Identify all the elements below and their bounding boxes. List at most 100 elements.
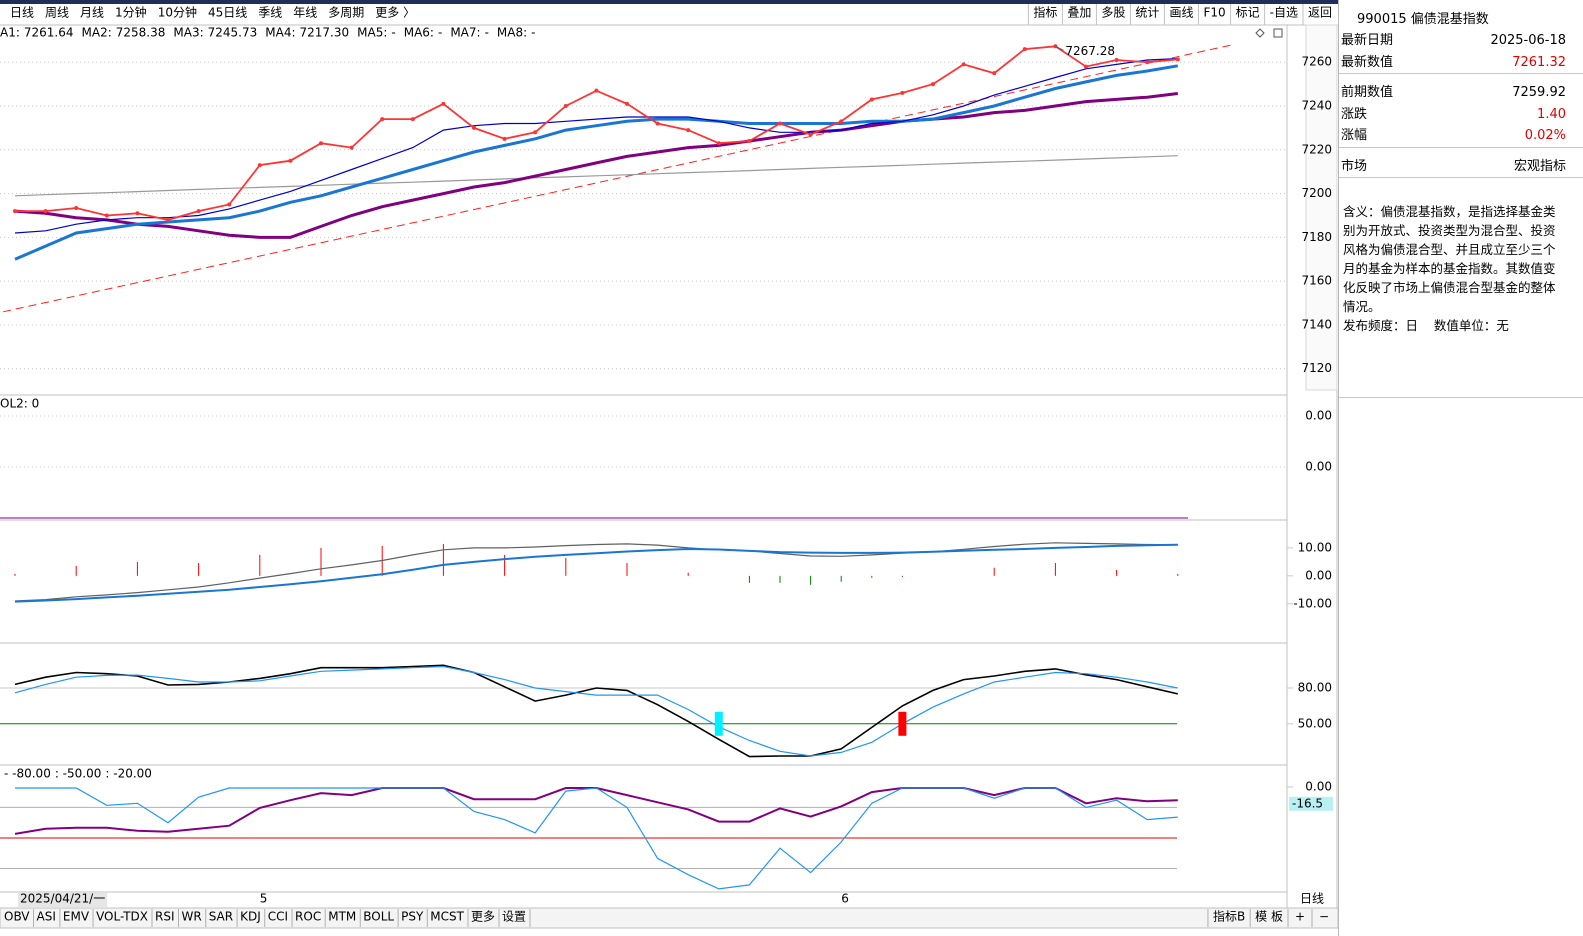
series-line <box>14 155 1178 197</box>
tab-bar <box>0 907 1338 929</box>
tool-button[interactable]: F10 <box>1203 6 1225 20</box>
info-value: 1.40 <box>1537 106 1566 122</box>
ma-legend-value: - <box>485 26 489 40</box>
indicator-tab[interactable]: SAR <box>209 910 233 924</box>
ma-legend-value: 7261.64 <box>24 26 74 40</box>
right-tab[interactable]: 模 板 <box>1255 910 1283 924</box>
description-box <box>1339 183 1583 398</box>
top-bar <box>0 0 1338 4</box>
price-point <box>594 88 599 93</box>
period-tab[interactable]: 年线 <box>293 6 317 20</box>
vol-label: OL2: 0 <box>0 397 39 411</box>
price-point <box>992 71 997 76</box>
info-row: 前期数值 7259.92 <box>1339 82 1583 104</box>
peak-marker <box>1055 45 1064 51</box>
price-point <box>1175 57 1180 62</box>
tool-button[interactable]: 指标 <box>1033 5 1057 20</box>
current-value-label: -16.5 <box>1292 796 1323 810</box>
price-point <box>900 90 905 95</box>
right-tab[interactable]: 指标B <box>1213 909 1245 924</box>
info-row: 涨跌 1.40 <box>1339 104 1583 126</box>
price-point <box>288 158 293 163</box>
info-panel: 990015 偏债混基指数 含义：偏债混基指数，是指选择基金类别为开放式、投资类… <box>1338 0 1583 936</box>
tool-button[interactable]: 返回 <box>1308 6 1332 20</box>
indicator-tab[interactable]: OBV <box>4 910 30 924</box>
signal-marker <box>898 711 907 736</box>
scrollbar[interactable] <box>1305 24 1338 391</box>
series-line <box>14 542 1178 602</box>
period-tab[interactable]: 日线 <box>10 6 34 20</box>
series-line <box>14 664 1178 758</box>
period-tab[interactable]: 季线 <box>258 6 282 20</box>
icon-window[interactable] <box>1273 28 1283 38</box>
y-tick-label: 0.00 <box>1305 568 1332 582</box>
price-point <box>227 202 232 207</box>
tool-button[interactable]: 标记 <box>1236 6 1260 20</box>
indicator-tab[interactable]: RSI <box>155 910 175 924</box>
description: 含义：偏债混基指数，是指选择基金类别为开放式、投资类型为混合型、投资风格为偏债混… <box>1343 202 1565 335</box>
price-point <box>196 209 201 214</box>
indicator-tab[interactable]: ROC <box>295 910 321 924</box>
indicator-tab[interactable]: MTM <box>328 910 356 924</box>
tool-button[interactable]: -自选 <box>1270 6 1298 20</box>
price-point <box>961 62 966 67</box>
ma-legend-value: - <box>438 26 442 40</box>
indicator-tab[interactable]: BOLL <box>363 910 394 924</box>
indicator-tab[interactable]: 更多 <box>471 910 495 924</box>
ma-legend-label: MA7: <box>450 26 480 40</box>
tool-button[interactable]: 多股 <box>1101 6 1125 20</box>
x-tick-label: 2025/04/21/一 <box>20 892 105 906</box>
current-value-tag <box>1289 796 1333 811</box>
y-tick-label: 7120 <box>1301 361 1332 375</box>
period-tab[interactable]: 10分钟 <box>158 5 197 20</box>
period-tab[interactable]: 更多 〉 <box>375 6 415 20</box>
icon-diamond[interactable] <box>1255 28 1265 38</box>
indicator-tab[interactable]: KDJ <box>240 910 261 924</box>
price-point <box>747 139 752 144</box>
price-point <box>931 82 935 87</box>
price-point <box>655 121 660 126</box>
info-value: 宏观指标 <box>1513 158 1566 174</box>
info-label: 市场 <box>1341 158 1368 174</box>
indicator-tab[interactable]: WR <box>182 910 202 924</box>
ma-legend-label: MA3: <box>173 26 203 40</box>
x-label-box <box>18 893 108 907</box>
tool-button[interactable]: 叠加 <box>1067 6 1091 20</box>
indicator-tab[interactable]: PSY <box>401 910 424 924</box>
series-line <box>15 787 1178 890</box>
indicator-tab[interactable]: MCST <box>430 910 464 924</box>
indicator-tab[interactable]: EMV <box>63 910 90 924</box>
signal-marker <box>714 711 723 736</box>
tool-button[interactable]: 画线 <box>1169 6 1193 20</box>
price-point <box>716 141 721 146</box>
price-point <box>349 145 354 150</box>
price-point <box>563 104 568 109</box>
price-point <box>808 132 813 137</box>
indicator-tab[interactable]: ASI <box>37 910 56 924</box>
ma-legend-value: 7217.30 <box>300 26 350 40</box>
right-tab[interactable]: − <box>1319 910 1329 924</box>
wr-legend: : -50.00 <box>55 767 102 781</box>
period-tab[interactable]: 1分钟 <box>115 5 147 20</box>
period-tab[interactable]: 周线 <box>45 6 69 20</box>
series-line <box>14 543 1178 603</box>
y-tick-label: 7200 <box>1301 186 1332 200</box>
price-point <box>43 209 48 214</box>
period-tab[interactable]: 月线 <box>80 6 104 20</box>
indicator-tab[interactable]: CCI <box>268 910 288 924</box>
indicator-tab[interactable]: 设置 <box>502 910 526 924</box>
y-tick-label: 80.00 <box>1298 680 1332 694</box>
y-tick-label: 7260 <box>1301 55 1332 69</box>
indicator-tab[interactable]: VOL-TDX <box>96 910 148 924</box>
tool-button[interactable]: 统计 <box>1135 6 1159 20</box>
right-tab[interactable]: + <box>1295 910 1305 924</box>
period-tab[interactable]: 多周期 <box>328 6 364 20</box>
ma-legend-value: 7245.73 <box>208 26 258 40</box>
x-tick-label: 6 <box>841 892 849 906</box>
series-line <box>14 64 1179 261</box>
y-tick-label: 7240 <box>1301 99 1332 113</box>
period-tab[interactable]: 45日线 <box>208 6 247 20</box>
series-line <box>14 92 1178 239</box>
wr-legend: - -80.00 <box>4 767 51 781</box>
